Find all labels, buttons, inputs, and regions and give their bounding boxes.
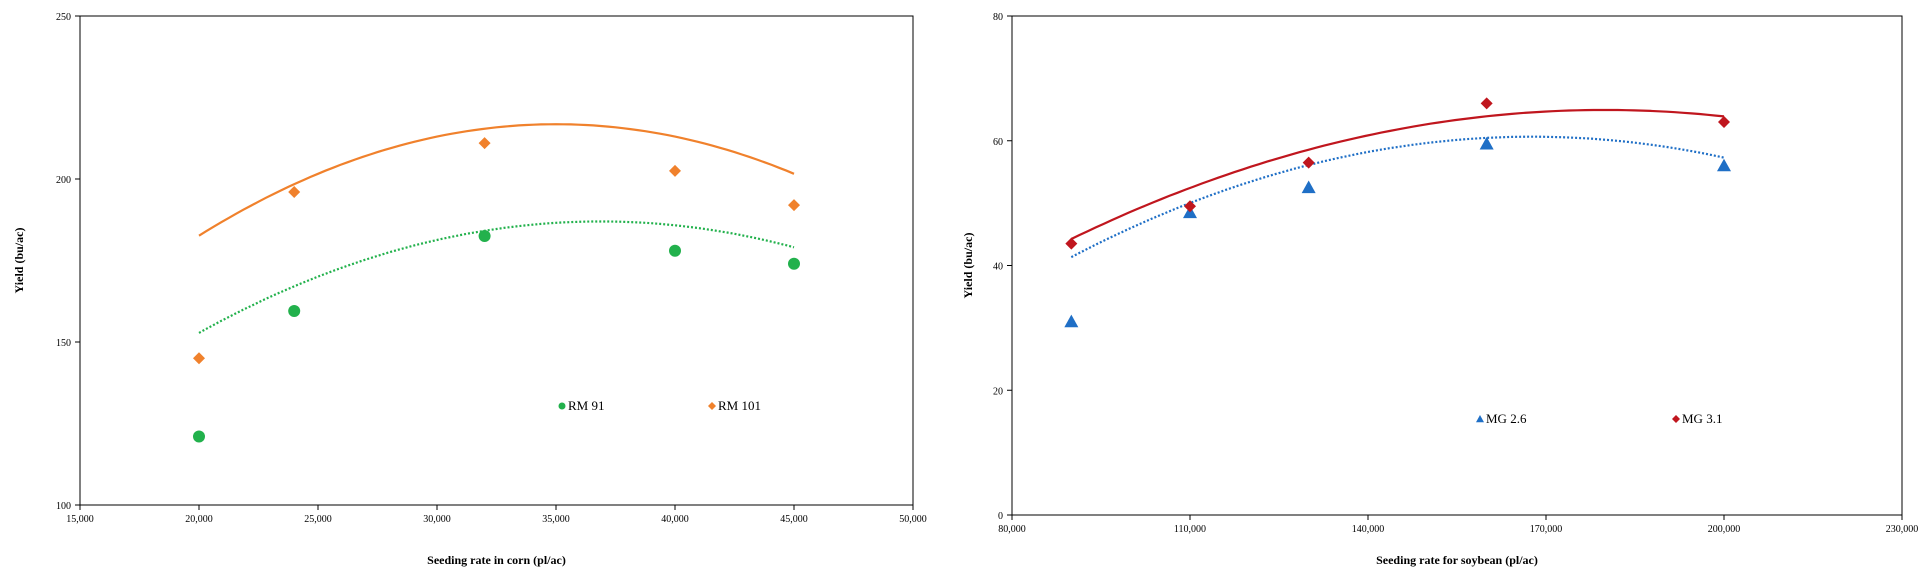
data-point [1480, 97, 1493, 110]
legend-label: MG 3.1 [1682, 411, 1722, 426]
legend-item: MG 2.6 [1476, 411, 1527, 426]
data-point [669, 164, 681, 177]
x-tick-label: 140,000 [1352, 524, 1385, 535]
data-point [1184, 200, 1196, 213]
trendline [198, 123, 795, 237]
legend-marker [1672, 415, 1680, 423]
y-tick-label: 250 [56, 12, 71, 23]
data-point [1717, 158, 1731, 172]
x-tick-label: 230,000 [1886, 524, 1919, 535]
plot-frame [79, 15, 914, 506]
y-tick-label: 60 [993, 137, 1003, 148]
plot-frame [1011, 15, 1903, 516]
data-point [1718, 116, 1730, 129]
legend-label: RM 101 [718, 398, 761, 413]
legend-label: MG 2.6 [1486, 411, 1527, 426]
legend-marker [558, 402, 566, 410]
x-tick-label: 25,000 [304, 514, 332, 525]
x-tick-label: 110,000 [1174, 524, 1206, 535]
legend-item: MG 3.1 [1672, 411, 1722, 426]
x-axis-label: Seeding rate for soybean (pl/ac) [1376, 553, 1538, 567]
data-point [288, 186, 301, 199]
series-rm-101 [193, 123, 800, 365]
data-point [1065, 237, 1078, 250]
legend: MG 2.6 MG 3.1 [1476, 411, 1722, 426]
series-rm-91 [193, 220, 800, 443]
legend-marker [708, 402, 716, 410]
y-tick-label: 0 [998, 511, 1003, 522]
data-point [1302, 156, 1315, 169]
trendline [1070, 135, 1725, 259]
y-axis-label: Yield (bu/ac) [12, 228, 26, 294]
legend: RM 91 RM 101 [558, 398, 761, 413]
y-tick-label: 150 [56, 338, 71, 349]
y-axis-label: Yield (bu/ac) [961, 233, 975, 299]
data-point [193, 430, 205, 443]
y-tick-label: 200 [56, 175, 71, 186]
chart-corn: 15,000 20,000 25,000 30,000 35,000 40,000 45,0… [12, 12, 927, 567]
data-point [1301, 180, 1316, 194]
legend-item: RM 101 [708, 398, 761, 413]
x-tick-label: 30,000 [423, 514, 451, 525]
y-tick-label: 100 [56, 501, 71, 512]
x-tick-label: 40,000 [661, 514, 689, 525]
data-point [478, 137, 491, 150]
x-tick-label: 50,000 [899, 514, 927, 525]
x-tick-label: 15,000 [66, 514, 94, 525]
x-axis-label: Seeding rate in corn (pl/ac) [427, 553, 566, 567]
data-point [193, 352, 205, 365]
data-point [669, 244, 681, 257]
x-tick-label: 35,000 [542, 514, 570, 525]
legend-item: RM 91 [558, 398, 604, 413]
trendline [1070, 108, 1725, 240]
legend-label: RM 91 [568, 398, 604, 413]
data-point [788, 257, 800, 270]
series-mg-3-1 [1065, 97, 1730, 250]
y-tick-label: 20 [993, 386, 1003, 397]
chart-soy: 80,000 110,000 140,000 170,000 200,000 230,00… [961, 12, 1918, 567]
data-point [1064, 314, 1079, 328]
series-mg-2-6 [1064, 135, 1731, 328]
x-tick-label: 170,000 [1530, 524, 1563, 535]
data-point [1479, 136, 1494, 150]
x-tick-label: 45,000 [780, 514, 808, 525]
x-tick-label: 20,000 [185, 514, 213, 525]
legend-marker [1476, 415, 1484, 423]
trendline [198, 220, 795, 334]
data-point [788, 199, 800, 212]
data-point [478, 230, 491, 243]
x-tick-label: 200,000 [1708, 524, 1741, 535]
y-tick-label: 80 [993, 12, 1003, 23]
data-point [288, 305, 301, 318]
y-tick-label: 40 [993, 262, 1003, 273]
x-tick-label: 80,000 [998, 524, 1026, 535]
